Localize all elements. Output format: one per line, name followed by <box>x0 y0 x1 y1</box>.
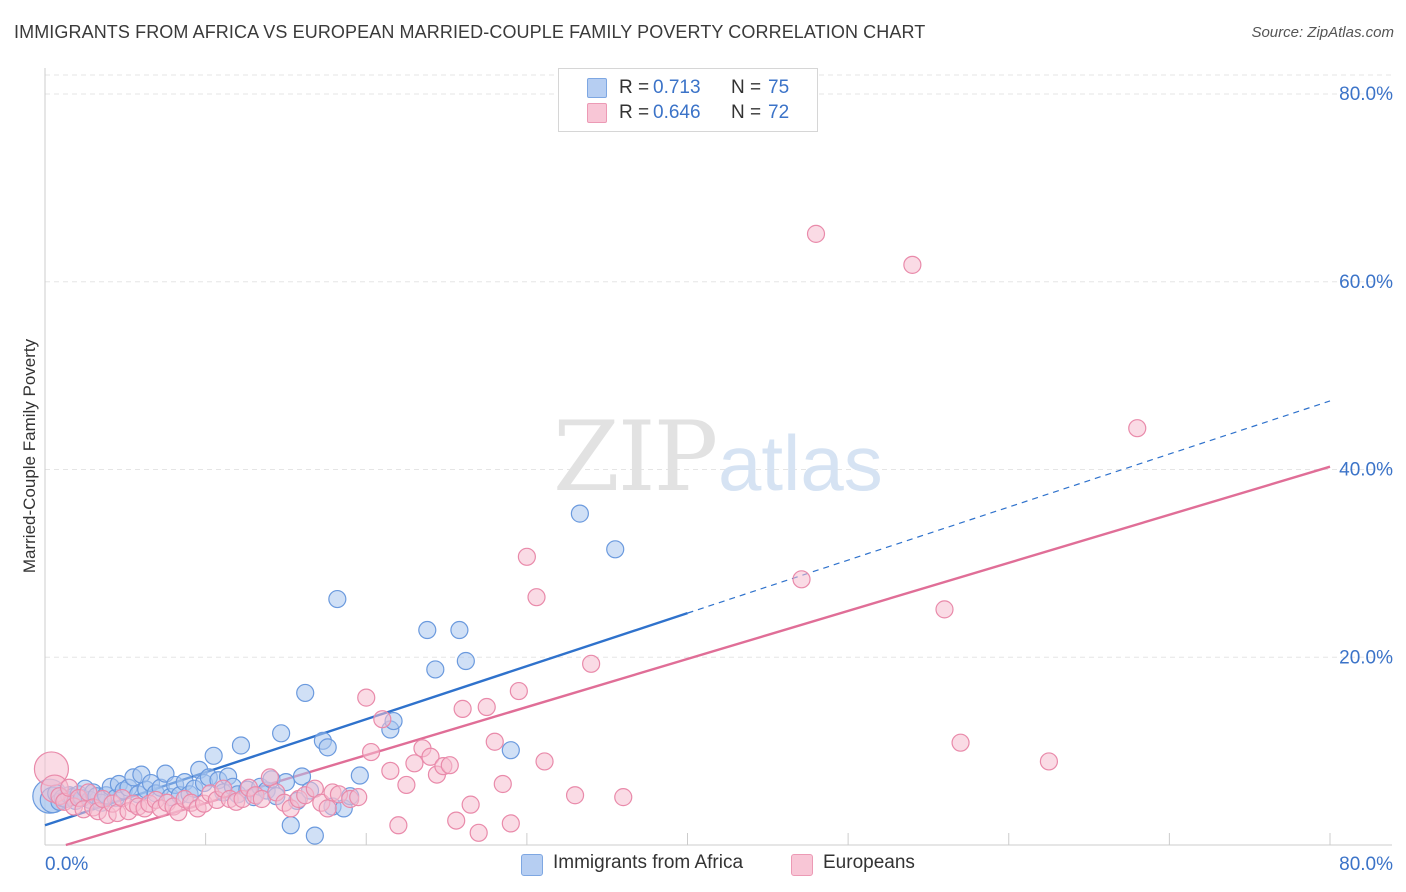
point-europeans <box>903 255 922 274</box>
bottom-swatch-pink <box>791 854 813 876</box>
point-africa <box>272 724 291 743</box>
legend-swatch-pink <box>587 103 607 123</box>
point-europeans <box>318 799 337 818</box>
point-africa <box>501 741 520 760</box>
point-europeans <box>477 697 496 717</box>
y-tick-label: 80.0% <box>1339 84 1393 105</box>
point-europeans <box>792 570 811 589</box>
watermark-zip: ZIP <box>553 401 716 513</box>
legend-swatch-blue <box>587 78 607 98</box>
point-europeans <box>517 547 536 566</box>
point-europeans <box>260 768 279 787</box>
legend-n-value: 75 <box>768 77 790 98</box>
point-europeans <box>1128 419 1147 438</box>
point-europeans <box>453 699 472 718</box>
point-africa <box>606 540 625 559</box>
point-africa <box>450 620 469 640</box>
y-tick-label: 20.0% <box>1339 647 1393 668</box>
point-europeans <box>405 754 424 773</box>
point-europeans <box>373 710 392 729</box>
point-europeans <box>806 224 826 243</box>
point-africa <box>418 620 437 640</box>
point-africa <box>281 816 300 835</box>
axes <box>44 68 1392 846</box>
point-africa <box>292 767 312 786</box>
point-africa <box>328 589 347 609</box>
y-tick-label: 40.0% <box>1339 460 1393 481</box>
legend-n-label: N = <box>731 102 762 123</box>
point-africa <box>318 738 337 757</box>
point-africa <box>296 683 315 703</box>
watermark: ZIP atlas <box>553 401 883 513</box>
data-points <box>32 224 1147 845</box>
point-europeans <box>469 823 488 842</box>
point-europeans <box>535 752 554 771</box>
point-europeans <box>397 775 416 795</box>
point-europeans <box>582 654 601 673</box>
legend-n-label: N = <box>731 77 762 98</box>
chart-source: Source: ZipAtlas.com <box>1251 24 1394 41</box>
point-europeans <box>493 774 512 794</box>
point-europeans <box>361 742 381 762</box>
point-europeans <box>1039 752 1059 771</box>
x-tick-label: 80.0% <box>1339 854 1393 875</box>
point-europeans <box>349 788 368 807</box>
point-europeans <box>565 786 585 805</box>
grid-lines <box>45 74 1392 658</box>
point-europeans <box>421 747 440 766</box>
point-europeans <box>935 600 954 619</box>
point-africa <box>350 766 369 785</box>
bottom-swatch-blue <box>521 854 543 876</box>
point-africa <box>456 651 475 671</box>
point-europeans <box>461 795 480 814</box>
point-europeans <box>357 688 376 707</box>
point-africa <box>426 660 445 679</box>
point-europeans <box>485 732 504 751</box>
tick-labels: 20.0% 40.0% 60.0% 80.0% 0.0% 80.0% <box>45 84 1393 875</box>
point-europeans <box>381 761 400 780</box>
y-axis-label: Married-Couple Family Poverty <box>20 338 39 573</box>
chart-title: IMMIGRANTS FROM AFRICA VS EUROPEAN MARRI… <box>14 22 926 42</box>
legend-r-value: 0.713 <box>653 77 701 98</box>
x-tick-label: 0.0% <box>45 854 88 875</box>
bottom-legend-label: Europeans <box>823 852 915 873</box>
watermark-atlas: atlas <box>718 419 883 507</box>
point-europeans <box>447 811 466 830</box>
point-europeans <box>614 788 633 807</box>
point-africa <box>570 504 589 523</box>
legend-r-label: R = <box>619 77 650 98</box>
legend-box: R = 0.713 N = 75 R = 0.646 N = 72 <box>558 68 818 132</box>
point-africa <box>231 736 251 755</box>
bottom-legend-label: Immigrants from Africa <box>553 852 744 873</box>
point-africa <box>204 746 223 765</box>
y-tick-label: 60.0% <box>1339 272 1393 293</box>
legend-r-value: 0.646 <box>653 102 701 123</box>
point-europeans <box>501 814 520 833</box>
point-europeans <box>527 588 546 607</box>
point-africa <box>305 826 324 845</box>
point-europeans <box>440 756 459 775</box>
point-europeans <box>951 733 970 752</box>
legend-r-label: R = <box>619 102 650 123</box>
point-europeans <box>389 816 408 835</box>
legend-n-value: 72 <box>768 102 790 123</box>
point-europeans <box>509 681 528 701</box>
